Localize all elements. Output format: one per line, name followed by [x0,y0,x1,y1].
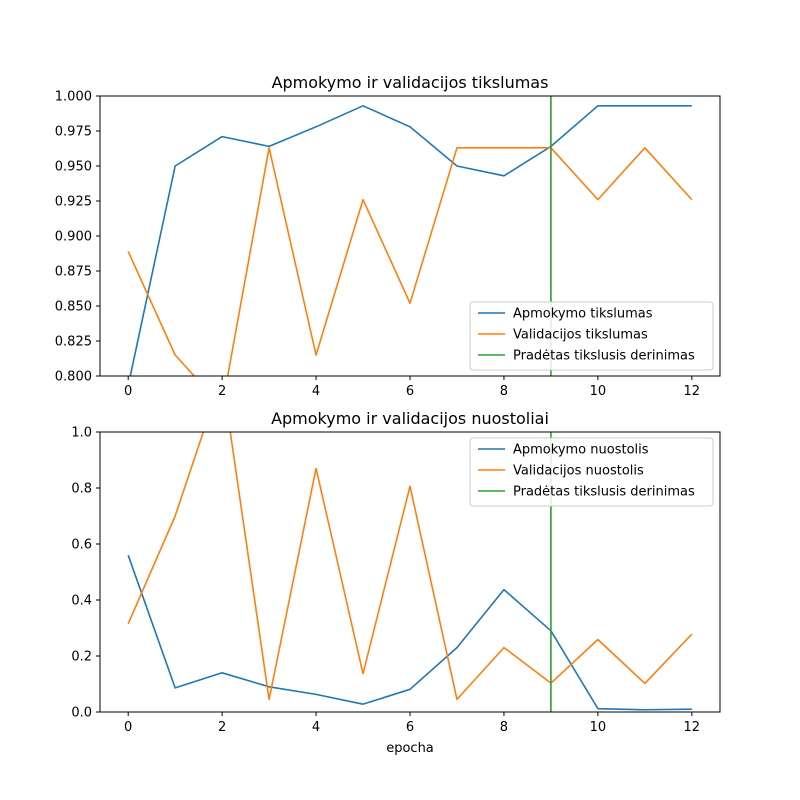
x-tick-label: 8 [500,384,508,399]
x-tick-label: 4 [312,720,320,735]
chart-title: Apmokymo ir validacijos tikslumas [272,73,549,92]
x-tick-label: 8 [500,720,508,735]
x-tick-label: 6 [406,384,414,399]
y-tick-label: 0.900 [55,230,92,245]
legend: Apmokymo tikslumas Validacijos tikslumas P… [469,301,714,371]
x-tick-label: 12 [684,720,701,735]
axes-frame [99,95,721,377]
x-tick-label: 4 [312,384,320,399]
y-tick-label: 0.2 [71,650,92,665]
series-line-0 [129,105,692,376]
legend-label: Validacijos nuostolis [513,464,644,479]
axes-frame [99,431,721,713]
x-axis-label: epocha [386,741,434,756]
x-tick-label: 0 [124,384,132,399]
y-tick-label: 1.0 [71,426,92,441]
y-tick-label: 0.950 [55,160,92,175]
legend-label: Pradėtas tikslusis derinimas [513,349,695,364]
legend-label: Apmokymo tikslumas [513,307,653,322]
series-line-1 [127,147,693,376]
y-tick-label: 0.0 [71,706,92,721]
y-tick-label: 0.975 [55,125,92,140]
x-tick-label: 10 [590,720,607,735]
legend-label: Validacijos tikslumas [513,328,648,343]
y-tick-label: 0.6 [71,538,92,553]
legend-label: Apmokymo nuostolis [513,443,649,458]
x-tick-label: 2 [218,384,226,399]
series-line-1 [127,432,693,701]
x-tick-label: 2 [218,720,226,735]
x-tick-label: 12 [684,384,701,399]
y-tick-label: 0.8 [71,482,92,497]
y-tick-label: 1.000 [55,90,92,105]
legend: Apmokymo nuostolis Validacijos nuostolis P… [469,437,714,507]
y-tick-label: 0.4 [71,594,92,609]
x-tick-label: 6 [406,720,414,735]
accuracy-chart: Apmokymo ir validacijos tikslumas 0.800 0.… [55,73,721,399]
legend-box [469,437,714,507]
y-tick-label: 0.850 [55,300,92,315]
series-line-0 [127,554,692,711]
loss-chart: Apmokymo ir validacijos nuostoliai 0.0 0.2… [71,409,721,756]
x-tick-label: 0 [124,720,132,735]
y-tick-label: 0.800 [55,370,92,385]
legend-box [469,301,714,371]
y-tick-label: 0.875 [55,265,92,280]
legend-label: Pradėtas tikslusis derinimas [513,485,695,500]
y-tick-label: 0.925 [55,195,92,210]
y-tick-label: 0.825 [55,335,92,350]
x-tick-label: 10 [590,384,607,399]
chart-title: Apmokymo ir validacijos nuostoliai [271,409,549,428]
